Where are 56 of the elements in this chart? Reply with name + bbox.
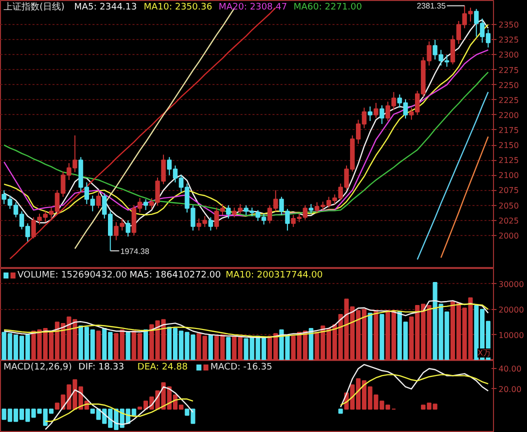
candlestick — [126, 220, 130, 238]
y-tick-label: 2125 — [498, 156, 519, 166]
text: MA20: 2308.47 — [218, 2, 288, 12]
legend-label: MACD: -16.35 — [210, 362, 272, 372]
y-tick-label: 2225 — [498, 96, 519, 105]
y-tick-label: 2175 — [498, 126, 519, 135]
y-tick-label: 20000 — [498, 305, 524, 314]
y-tick-label: 2000 — [498, 231, 519, 240]
y-tick-label: 10000 — [498, 330, 524, 340]
y-tick-label: 2200 — [498, 110, 519, 120]
y-tick-label: 20.00 — [498, 384, 522, 394]
candlestick — [96, 192, 101, 209]
bar — [226, 337, 231, 360]
bar — [368, 312, 372, 360]
candlestick — [226, 204, 231, 220]
bar — [208, 334, 213, 360]
text: MA60: 2271.00 — [294, 2, 362, 12]
candlestick — [374, 102, 378, 118]
bar — [96, 330, 101, 360]
y-tick-label: 2350 — [498, 20, 519, 30]
text: DEA: 24.88 — [137, 362, 188, 372]
text: MA5: 186410272.00 — [130, 270, 222, 280]
y-tick-label: 30000 — [498, 280, 524, 289]
candlestick — [380, 104, 384, 124]
bar — [374, 310, 378, 360]
y-tick-label: 40.00 — [498, 364, 522, 374]
chart-title: MACD(12,26,9) — [4, 362, 72, 372]
line-series — [416, 91, 489, 260]
annotation: 2381.35 — [416, 2, 446, 11]
y-tick-label: 2275 — [498, 66, 519, 75]
candlestick — [143, 198, 148, 211]
bar — [126, 332, 130, 360]
y-tick-label: 2100 — [498, 171, 519, 180]
legend-label: VOLUME: 152690432.00 — [18, 270, 128, 280]
y-tick-label: 2250 — [498, 80, 519, 90]
bar — [338, 408, 343, 414]
candlestick — [308, 204, 314, 214]
y-tick-label: 2050 — [498, 201, 519, 210]
candlestick — [208, 216, 214, 232]
y-tick-label: 2325 — [498, 36, 519, 45]
line-series — [440, 136, 489, 258]
text: MA5: 2344.13 — [74, 2, 137, 12]
y-tick-label: 2150 — [498, 141, 519, 150]
y-axis-title: X万 — [478, 348, 491, 358]
text: MA10: 200317744.00 — [226, 270, 323, 280]
y-tick-label: 2075 — [498, 186, 519, 196]
chart-title: 上证指数(日线) — [4, 2, 65, 12]
text: MA10: 2350.36 — [144, 2, 212, 12]
y-tick-label: 2300 — [498, 50, 519, 60]
bar — [308, 328, 314, 360]
y-tick-label: 2025 — [498, 216, 519, 226]
bar — [380, 314, 384, 360]
candlestick — [368, 106, 372, 122]
annotation: 1974.38 — [120, 246, 150, 256]
bar — [143, 329, 148, 360]
series-label: DIF: 18.33 — [78, 362, 124, 372]
